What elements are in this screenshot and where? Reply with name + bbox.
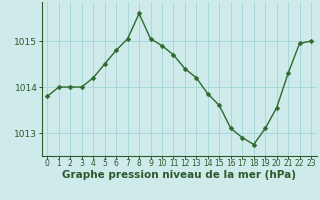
X-axis label: Graphe pression niveau de la mer (hPa): Graphe pression niveau de la mer (hPa) <box>62 170 296 180</box>
